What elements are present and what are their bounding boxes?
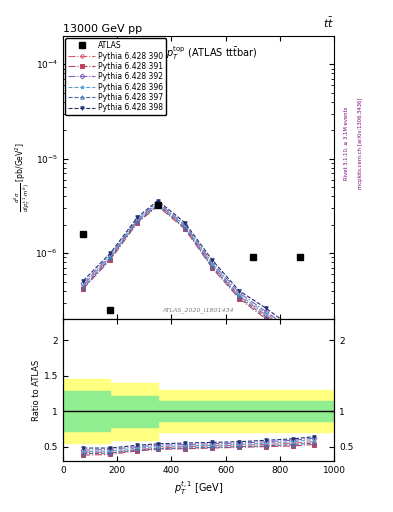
Legend: ATLAS, Pythia 6.428 390, Pythia 6.428 391, Pythia 6.428 392, Pythia 6.428 396, P: ATLAS, Pythia 6.428 390, Pythia 6.428 39… [65, 38, 166, 116]
Text: ATLAS_2020_I1801434: ATLAS_2020_I1801434 [163, 308, 234, 313]
Text: $p_T^{\rm top}$ (ATLAS tt$\bar{\rm t}$bar): $p_T^{\rm top}$ (ATLAS tt$\bar{\rm t}$ba… [166, 45, 258, 62]
Text: mcplots.cern.ch [arXiv:1306.3436]: mcplots.cern.ch [arXiv:1306.3436] [358, 98, 363, 189]
Y-axis label: $\frac{d^2\sigma}{d(p_T^{t,1}{\cdot}m^{t\bar{t}})}$ [pb/GeV$^2$]: $\frac{d^2\sigma}{d(p_T^{t,1}{\cdot}m^{t… [12, 142, 33, 212]
Text: Rivet 3.1.10, ≥ 3.1M events: Rivet 3.1.10, ≥ 3.1M events [344, 106, 349, 180]
Text: 13000 GeV pp: 13000 GeV pp [63, 24, 142, 34]
Text: $t\bar{t}$: $t\bar{t}$ [323, 16, 334, 30]
X-axis label: $p_T^{t,1}$ [GeV]: $p_T^{t,1}$ [GeV] [174, 480, 223, 497]
Y-axis label: Ratio to ATLAS: Ratio to ATLAS [32, 359, 41, 420]
